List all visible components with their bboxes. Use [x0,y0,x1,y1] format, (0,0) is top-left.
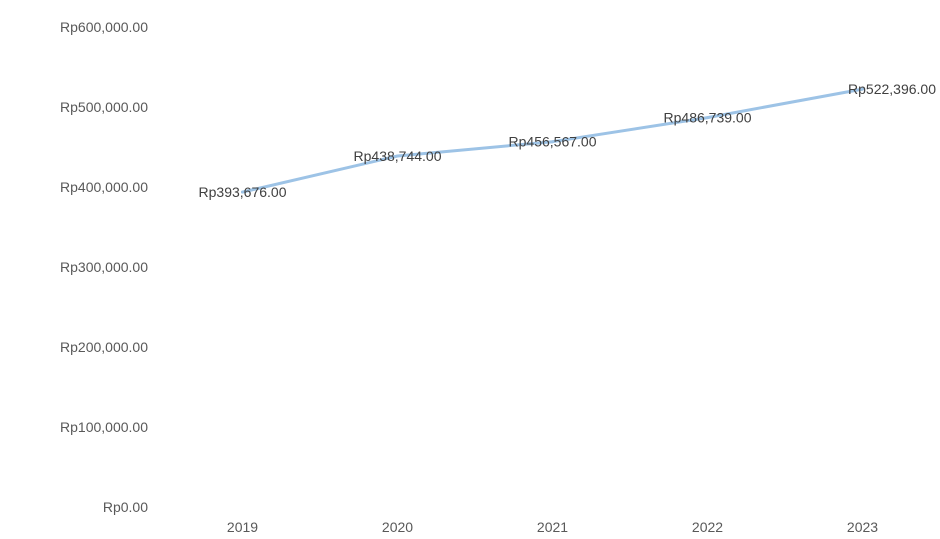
data-label: Rp456,567.00 [509,134,597,150]
y-tick-label: Rp500,000.00 [60,99,148,115]
series [241,87,864,194]
data-point [706,116,709,120]
y-tick-label: Rp100,000.00 [60,419,148,435]
x-tick-label: 2022 [692,519,723,535]
data-label: Rp522,396.00 [848,81,936,97]
data-point [396,154,399,158]
x-axis: 2019 2020 2021 2022 2023 [227,519,878,535]
x-tick-label: 2021 [537,519,568,535]
x-tick-label: 2020 [382,519,413,535]
y-axis: Rp0.00 Rp100,000.00 Rp200,000.00 Rp300,000.… [60,19,148,515]
data-label: Rp438,744.00 [354,148,442,164]
data-point [241,190,244,194]
data-labels: Rp393,676.00 Rp438,744.00 Rp456,567.00 Rp48… [199,81,937,200]
y-tick-label: Rp0.00 [103,499,148,515]
y-tick-label: Rp300,000.00 [60,259,148,275]
data-label: Rp486,739.00 [664,110,752,126]
data-point [861,87,864,91]
x-tick-label: 2019 [227,519,258,535]
y-tick-label: Rp200,000.00 [60,339,148,355]
y-tick-label: Rp400,000.00 [60,179,148,195]
data-label: Rp393,676.00 [199,184,287,200]
x-tick-label: 2023 [847,519,878,535]
data-point [551,140,554,144]
y-tick-label: Rp600,000.00 [60,19,148,35]
